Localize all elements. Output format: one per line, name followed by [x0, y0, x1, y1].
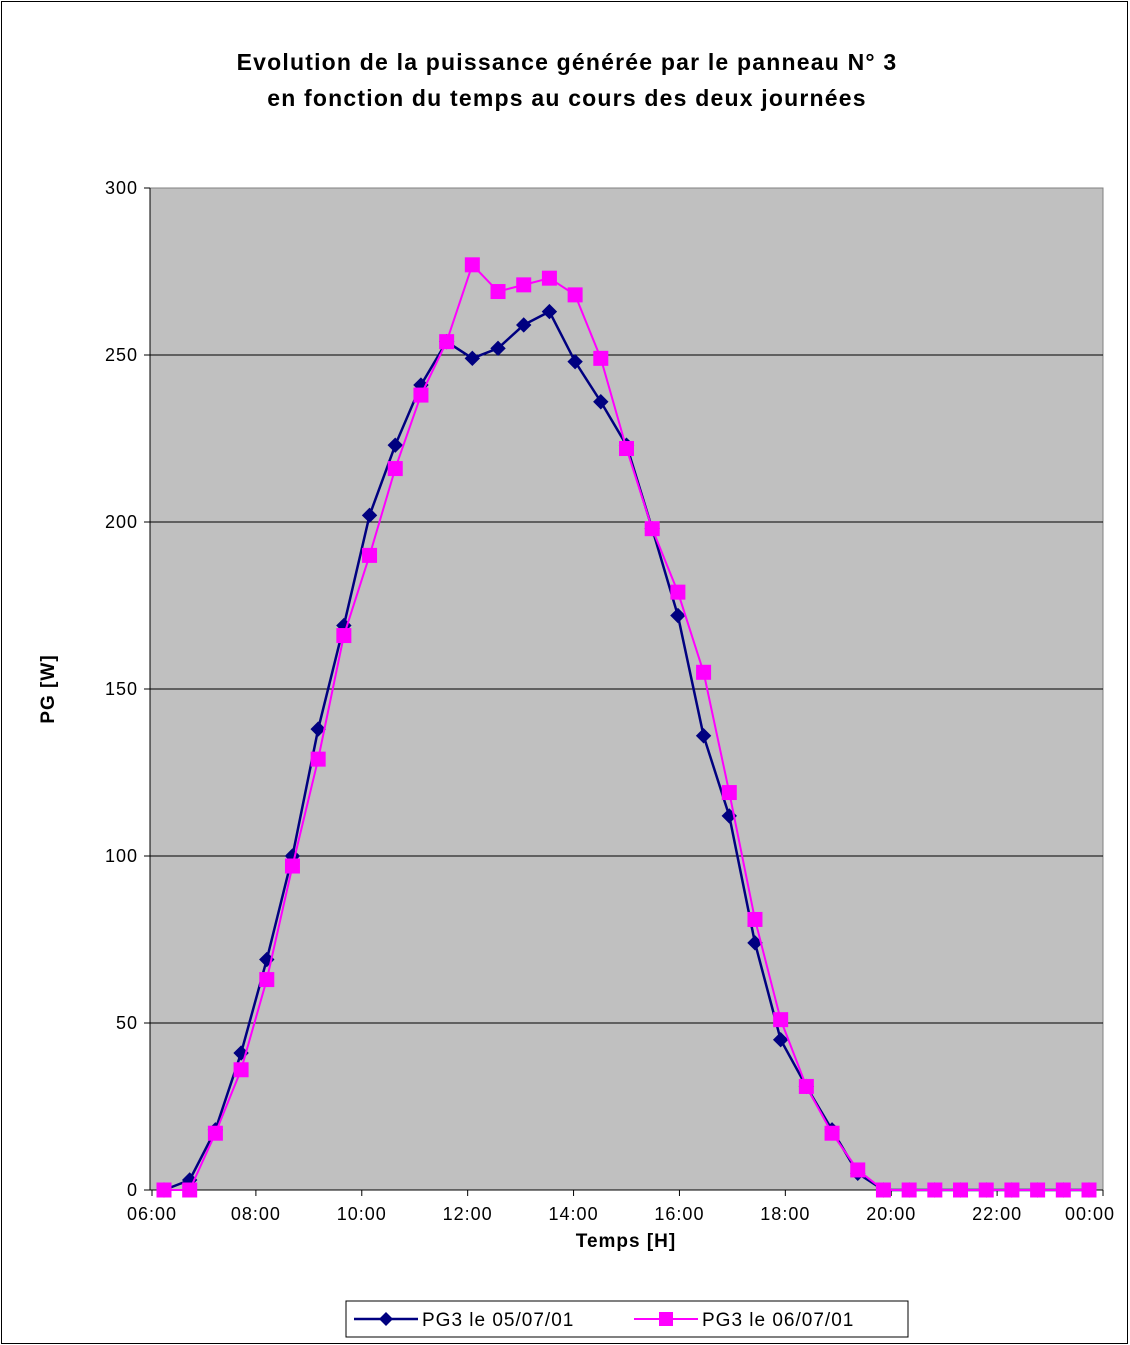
data-point [387, 437, 403, 453]
data-point [772, 1031, 789, 1048]
data-point [850, 1162, 866, 1178]
data-point [644, 521, 660, 537]
data-point [978, 1182, 994, 1198]
data-point [721, 785, 737, 801]
y-tick-label: 0 [127, 1180, 138, 1200]
y-tick-label: 200 [105, 512, 138, 532]
series-2 [156, 257, 1097, 1198]
x-tick-label: 14:00 [549, 1204, 599, 1224]
data-point [747, 911, 763, 927]
data-point [259, 972, 275, 988]
data-point [824, 1125, 840, 1141]
data-point [464, 350, 481, 367]
y-tick-label: 300 [105, 178, 138, 198]
legend-label: PG3 le 05/07/01 [422, 1310, 574, 1331]
x-tick-label: 20:00 [866, 1204, 916, 1224]
data-point [593, 394, 609, 410]
data-point [464, 257, 480, 273]
data-point [901, 1182, 917, 1198]
legend-marker [379, 1312, 393, 1326]
x-tick-labels: 06:00 08:00 10:00 12:00 14:00 16:00 18:00 20:00… [127, 1204, 1115, 1224]
data-point [361, 507, 378, 524]
data-point [1030, 1182, 1046, 1198]
data-point [696, 664, 712, 680]
data-point [490, 340, 506, 357]
legend-item-1: PG3 le 05/07/01 [354, 1310, 574, 1331]
data-point [413, 387, 429, 403]
y-tick-labels: 0 50 100 150 200 250 300 [105, 178, 138, 1200]
x-tick-label: 18:00 [760, 1204, 810, 1224]
data-point [670, 607, 686, 624]
x-tick-label: 16:00 [654, 1204, 704, 1224]
grid-lines [150, 354, 1103, 1024]
y-axis-label: PG [W] [38, 654, 59, 723]
legend-box [345, 1300, 909, 1338]
data-point [310, 751, 326, 767]
legend-item-2: PG3 le 06/07/01 [634, 1310, 854, 1331]
x-tick-label: 22:00 [972, 1204, 1022, 1224]
data-point [927, 1182, 943, 1198]
data-point [516, 277, 532, 293]
data-point [1055, 1182, 1071, 1198]
data-point [387, 461, 403, 477]
data-point [156, 1182, 172, 1198]
data-point [541, 270, 557, 286]
data-point [593, 350, 609, 366]
chart-title: Evolution de la puissance générée par le… [237, 49, 898, 75]
data-point [567, 353, 583, 370]
data-point [670, 584, 686, 600]
x-tick-label: 12:00 [443, 1204, 493, 1224]
data-point [516, 317, 532, 333]
y-tick-label: 250 [105, 345, 138, 365]
data-point [695, 728, 712, 744]
legend-marker [659, 1312, 673, 1326]
data-point [362, 547, 378, 563]
data-point [182, 1182, 198, 1198]
data-point [439, 334, 455, 350]
data-point [1081, 1182, 1097, 1198]
data-point [773, 1012, 789, 1028]
x-tick-label: 06:00 [127, 1204, 177, 1224]
y-tick-label: 150 [105, 679, 138, 699]
data-point [875, 1182, 891, 1198]
y-tick-label: 100 [105, 846, 138, 866]
legend: PG3 le 05/07/01 PG3 le 06/07/01 [345, 1300, 909, 1338]
data-point [798, 1078, 814, 1094]
series-layer [156, 257, 1097, 1198]
x-tick-label: 00:00 [1065, 1204, 1115, 1224]
legend-items: PG3 le 05/07/01 PG3 le 06/07/01 [354, 1310, 854, 1331]
data-point [490, 284, 506, 300]
data-point [953, 1182, 969, 1198]
data-point [336, 628, 352, 644]
x-tick-label: 08:00 [231, 1204, 281, 1224]
data-point [207, 1125, 223, 1141]
x-tick-label: 10:00 [337, 1204, 387, 1224]
x-axis-label: Temps [H] [576, 1231, 676, 1252]
data-point [310, 721, 326, 737]
data-point [619, 441, 634, 457]
data-point [233, 1062, 249, 1078]
y-tick-label: 50 [116, 1013, 138, 1033]
chart-subtitle: en fonction du temps au cours des deux j… [267, 85, 867, 111]
data-point [567, 287, 583, 303]
data-point [284, 858, 300, 874]
data-point [541, 303, 558, 320]
data-point [1004, 1182, 1020, 1198]
legend-label: PG3 le 06/07/01 [702, 1310, 854, 1331]
